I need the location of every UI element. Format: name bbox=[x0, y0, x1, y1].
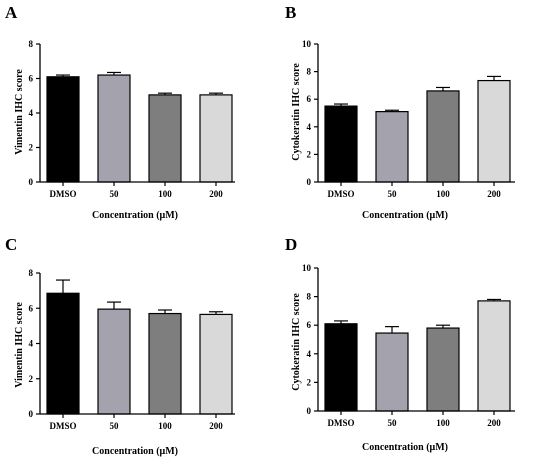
panel-c-x-axis-title: Concentration (μM) bbox=[92, 446, 178, 457]
panel-d-y-tick-label-1: 0 bbox=[307, 406, 312, 416]
panel-b-bar-1 bbox=[324, 105, 358, 183]
panel-d-x-axis-title: Concentration (μM) bbox=[362, 442, 448, 453]
panel-a-y-tick-label-1: 0 bbox=[29, 177, 34, 187]
panel-b-y-tick-label-4: 6 bbox=[307, 94, 312, 104]
panel-b-bar-2 bbox=[375, 111, 409, 183]
panel-c-x-tick-label-4: 200 bbox=[209, 421, 223, 431]
panel-a-y-axis-title: Vimentin IHC score bbox=[14, 69, 25, 155]
panel-a-x-tick-label-1: DMSO bbox=[50, 189, 77, 199]
panel-a-letter: A bbox=[5, 3, 18, 22]
panel-a-y-tick-label-2: 2 bbox=[29, 143, 34, 153]
panel-d-y-tick-label-6: 10 bbox=[302, 263, 312, 273]
panel-b-x-tick-label-4: 200 bbox=[487, 189, 501, 199]
panel-b-x-axis-title: Concentration (μM) bbox=[362, 210, 448, 221]
panel-d-letter: D bbox=[285, 235, 297, 254]
panel-b-y-tick-label-3: 4 bbox=[307, 122, 312, 132]
panel-b-bar-3 bbox=[426, 90, 460, 183]
panel-b-x-tick-label-1: DMSO bbox=[328, 189, 355, 199]
panel-a-x-tick-label-3: 100 bbox=[158, 189, 172, 199]
panel-d: D Cytokeratin IHC score Concentration (μ… bbox=[285, 235, 515, 453]
panel-d-bar-2 bbox=[375, 332, 409, 412]
panel-a-x-tick-label-4: 200 bbox=[209, 189, 223, 199]
panel-c-y-tick-label-2: 2 bbox=[29, 374, 34, 384]
panel-d-x-tick-label-3: 100 bbox=[436, 418, 450, 428]
panel-a-bar-1 bbox=[46, 76, 80, 183]
panel-b-y-tick-label-2: 2 bbox=[307, 149, 312, 159]
panel-d-y-tick-label-3: 4 bbox=[307, 349, 312, 359]
panel-a-bar-2 bbox=[97, 74, 131, 183]
panel-b-letter: B bbox=[285, 3, 296, 22]
panel-a-bar-3 bbox=[148, 94, 182, 183]
panel-d-bar-3 bbox=[426, 327, 460, 412]
panel-b-y-tick-label-6: 10 bbox=[302, 39, 312, 49]
panel-d-x-tick-label-1: DMSO bbox=[328, 418, 355, 428]
panel-a-y-tick-label-3: 4 bbox=[29, 108, 34, 118]
panel-d-bar-1 bbox=[324, 323, 358, 412]
panel-d-y-tick-label-4: 6 bbox=[307, 320, 312, 330]
panel-a-bar-4 bbox=[199, 94, 233, 183]
panel-b: B Cytokeratin IHC score Concentration (μ… bbox=[285, 3, 515, 221]
panel-b-x-tick-label-3: 100 bbox=[436, 189, 450, 199]
panel-a-y-tick-label-4: 6 bbox=[29, 74, 34, 84]
panel-c-x-tick-label-1: DMSO bbox=[50, 421, 77, 431]
panel-c-x-tick-label-3: 100 bbox=[158, 421, 172, 431]
panel-d-y-axis-title: Cytokeratin IHC score bbox=[291, 293, 302, 391]
panel-d-x-tick-label-2: 50 bbox=[388, 418, 398, 428]
panel-b-bar-4 bbox=[477, 79, 511, 183]
panel-c: C Vimentin IHC score Concentration (μM) … bbox=[5, 235, 235, 457]
panel-b-y-axis-title: Cytokeratin IHC score bbox=[291, 63, 302, 161]
panel-c-bar-1 bbox=[46, 292, 80, 415]
panel-c-bar-3 bbox=[148, 312, 182, 415]
panel-c-y-tick-label-1: 0 bbox=[29, 409, 34, 419]
panel-b-y-tick-label-1: 0 bbox=[307, 177, 312, 187]
panel-c-x-tick-label-2: 50 bbox=[110, 421, 120, 431]
panel-c-y-tick-label-3: 4 bbox=[29, 339, 34, 349]
panel-c-letter: C bbox=[5, 235, 17, 254]
panel-c-bar-2 bbox=[97, 308, 131, 415]
panel-d-bar-4 bbox=[477, 300, 511, 412]
panel-a-x-axis-title: Concentration (μM) bbox=[92, 210, 178, 221]
panel-a: A Vimentin IHC score Concentration (μM) … bbox=[5, 3, 235, 221]
panel-c-y-tick-label-4: 6 bbox=[29, 303, 34, 313]
panel-c-y-axis-title: Vimentin IHC score bbox=[14, 302, 25, 388]
panel-a-x-tick-label-2: 50 bbox=[110, 189, 120, 199]
panel-d-y-tick-label-5: 8 bbox=[307, 292, 312, 302]
panel-d-x-tick-label-4: 200 bbox=[487, 418, 501, 428]
panel-b-x-tick-label-2: 50 bbox=[388, 189, 398, 199]
panel-d-y-tick-label-2: 2 bbox=[307, 377, 312, 387]
panel-c-bar-4 bbox=[199, 313, 233, 415]
panel-c-y-tick-label-5: 8 bbox=[29, 268, 34, 278]
panel-a-y-tick-label-5: 8 bbox=[29, 39, 34, 49]
panel-b-y-tick-label-5: 8 bbox=[307, 67, 312, 77]
